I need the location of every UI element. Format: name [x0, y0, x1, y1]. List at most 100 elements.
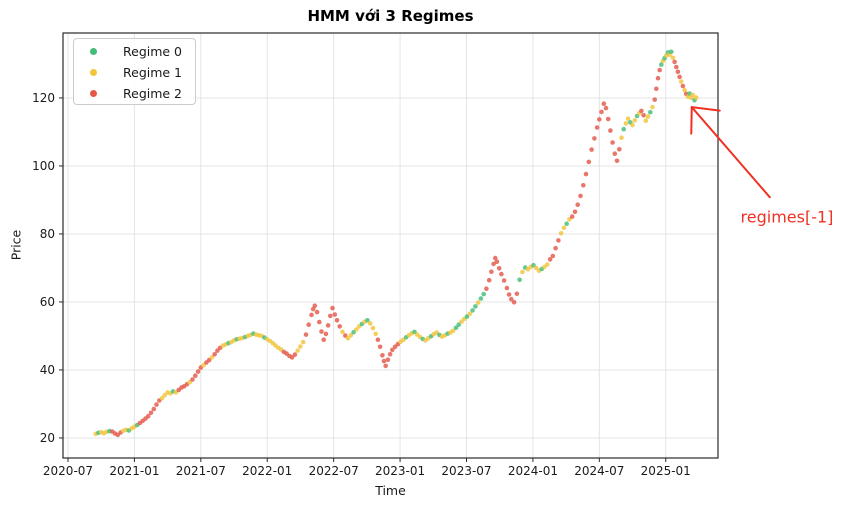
scatter-point-regime-2 — [504, 285, 510, 291]
scatter-point-regime-1 — [682, 87, 687, 93]
scatter-point-regime-2 — [337, 324, 343, 329]
scatter-point-regime-2 — [547, 257, 553, 262]
scatter-point-regime-2 — [586, 159, 592, 165]
scatter-point-regime-2 — [195, 369, 201, 374]
scatter-point-regime-0 — [669, 49, 674, 54]
scatter-point-regime-2 — [506, 292, 512, 297]
scatter-point-regime-0 — [481, 291, 487, 297]
y-tick-label: 40 — [40, 363, 55, 377]
scatter-point-regime-1 — [623, 121, 629, 126]
scatter-point-regime-1 — [533, 265, 539, 271]
scatter-point-regime-2 — [377, 344, 383, 350]
scatter-point-regime-2 — [641, 113, 646, 118]
y-tick-label: 20 — [40, 431, 55, 445]
scatter-point-regime-1 — [354, 327, 359, 332]
scatter-point-regime-2 — [385, 357, 391, 363]
scatter-point-regime-1 — [367, 321, 373, 326]
scatter-point-regime-2 — [601, 101, 607, 106]
scatter-point-regime-1 — [690, 92, 696, 98]
scatter-point-regime-2 — [672, 59, 677, 65]
x-tick-label: 2024-01 — [508, 464, 558, 478]
scatter-point-regime-1 — [300, 339, 306, 345]
scatter-point-regime-2 — [312, 303, 318, 309]
scatter-point-regime-1 — [632, 118, 638, 123]
legend-label: Regime 0 — [123, 44, 183, 59]
x-tick-label: 2024-07 — [574, 464, 624, 478]
scatter-point-regime-2 — [501, 278, 507, 283]
scatter-point-regime-2 — [381, 358, 387, 364]
scatter-point-regime-2 — [334, 318, 340, 323]
scatter-point-regime-0 — [659, 62, 664, 67]
scatter-point-regime-1 — [209, 355, 215, 360]
scatter-point-regime-0 — [464, 314, 470, 319]
scatter-point-regime-2 — [148, 410, 154, 416]
scatter-point-regime-1 — [693, 95, 699, 100]
scatter-point-regime-2 — [190, 377, 195, 382]
scatter-point-regime-2 — [603, 105, 609, 111]
scatter-point-regime-2 — [556, 238, 561, 243]
scatter-point-regime-2 — [193, 373, 198, 379]
scatter-point-regime-2 — [572, 209, 578, 215]
scatter-point-regime-2 — [608, 128, 613, 133]
scatter-point-regime-2 — [328, 313, 333, 319]
scatter-point-regime-2 — [212, 352, 217, 357]
annotation-arrowhead-icon — [690, 106, 721, 112]
chart-title: HMM với 3 Regimes — [307, 7, 474, 25]
scatter-point-regime-2 — [680, 83, 686, 89]
annotation-arrow-shaft — [690, 106, 771, 199]
scatter-point-regime-2 — [289, 355, 295, 360]
scatter-point-regime-2 — [553, 245, 558, 251]
x-tick-label: 2021-07 — [176, 464, 226, 478]
scatter-point-regime-0 — [517, 277, 522, 283]
scatter-point-regime-1 — [630, 122, 635, 128]
legend-label: Regime 2 — [123, 86, 183, 101]
scatter-point-regime-1 — [678, 79, 684, 84]
scatter-point-regime-1 — [670, 55, 676, 61]
scatter-point-regime-1 — [643, 118, 649, 123]
scatter-point-regime-2 — [330, 305, 335, 311]
x-tick-label: 2022-07 — [309, 464, 359, 478]
scatter-point-regime-2 — [589, 147, 594, 152]
scatter-point-regime-1 — [295, 348, 301, 353]
regime-2-marker-icon — [90, 90, 97, 97]
scatter-point-regime-2 — [612, 151, 618, 156]
scatter-point-regime-0 — [648, 109, 653, 115]
scatter-point-regime-2 — [569, 214, 575, 219]
scatter-point-regime-1 — [520, 269, 525, 275]
scatter-point-regime-2 — [390, 347, 395, 353]
scatter-point-regime-2 — [387, 352, 393, 357]
x-tick-label: 2025-01 — [641, 464, 691, 478]
scatter-point-regime-1 — [645, 114, 651, 119]
scatter-point-regime-1 — [467, 311, 473, 317]
scatter-point-regime-2 — [325, 323, 331, 328]
scatter-point-regime-2 — [597, 117, 602, 122]
scatter-point-regime-0 — [470, 308, 475, 313]
x-tick-label: 2020-07 — [43, 464, 93, 478]
scatter-point-regime-1 — [558, 231, 564, 236]
regime-0-marker-icon — [90, 48, 97, 55]
scatter-point-regime-2 — [332, 312, 338, 317]
scatter-point-regime-2 — [594, 125, 600, 130]
x-tick-label: 2023-07 — [441, 464, 491, 478]
scatter-point-regime-0 — [365, 318, 370, 323]
scatter-point-regime-2 — [614, 158, 620, 164]
scatter-point-regime-2 — [484, 286, 489, 292]
scatter-point-regime-1 — [348, 333, 354, 338]
scatter-point-regime-1 — [650, 104, 655, 110]
scatter-point-regime-1 — [159, 395, 165, 401]
scatter-point-regime-2 — [491, 261, 496, 267]
scatter-point-regime-2 — [383, 363, 389, 369]
scatter-point-regime-1 — [545, 262, 550, 267]
scatter-point-regime-2 — [674, 64, 679, 70]
scatter-point-regime-2 — [599, 109, 604, 115]
scatter-point-regime-2 — [306, 322, 312, 328]
scatter-point-regime-1 — [450, 328, 456, 334]
scatter-point-regime-2 — [493, 255, 498, 261]
scatter-point-regime-2 — [655, 75, 661, 81]
scatter-point-regime-2 — [605, 116, 611, 122]
scatter-point-regime-2 — [511, 300, 517, 305]
scatter-point-regime-2 — [675, 69, 681, 75]
scatter-point-regime-2 — [317, 319, 322, 325]
scatter-point-regime-2 — [323, 331, 329, 337]
